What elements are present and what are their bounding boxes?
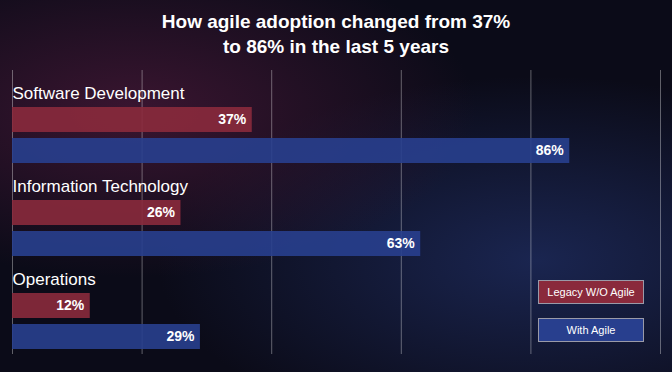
svg-text:37%: 37% <box>218 111 247 127</box>
svg-text:63%: 63% <box>387 235 416 251</box>
svg-text:Information Technology: Information Technology <box>13 177 189 196</box>
svg-text:86%: 86% <box>536 142 565 158</box>
svg-text:12%: 12% <box>56 297 85 313</box>
svg-text:Operations: Operations <box>13 270 96 289</box>
svg-text:29%: 29% <box>166 328 195 344</box>
svg-text:26%: 26% <box>147 204 176 220</box>
svg-text:Software Development: Software Development <box>13 84 185 103</box>
html-text:How agile adoption changed fro: How agile adoption changed from 37% to 8… <box>161 11 511 57</box>
html-text:With Agile: With Agile <box>566 324 616 336</box>
html-text:Legacy W/O Agile: Legacy W/O Agile <box>547 286 635 298</box>
